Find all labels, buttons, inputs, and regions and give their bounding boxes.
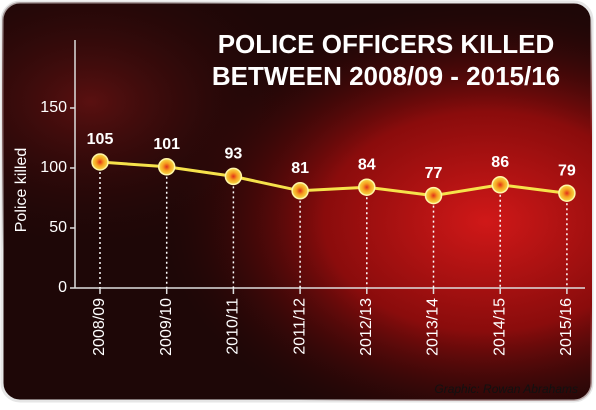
data-label: 86 (491, 154, 509, 171)
chart-title: POLICE OFFICERS KILLED (218, 29, 555, 59)
data-point (558, 184, 576, 202)
data-label: 101 (153, 136, 180, 153)
data-point (358, 178, 376, 196)
x-tick-label: 2011/12 (291, 298, 308, 355)
data-label: 105 (87, 131, 114, 148)
x-tick-label: 2009/10 (158, 298, 175, 356)
x-tick-label: 2013/14 (425, 298, 442, 356)
background-glow (2, 2, 592, 401)
y-tick-label: 0 (58, 279, 67, 296)
data-point (91, 153, 109, 171)
data-point (157, 158, 176, 176)
credit: Graphic: Rowan Abrahams (434, 382, 578, 396)
x-tick-label: 2015/16 (558, 298, 575, 356)
y-tick-label: 100 (40, 159, 67, 176)
y-tick-label: 150 (40, 99, 67, 116)
x-tick-label: 2008/09 (91, 298, 108, 356)
x-tick-label: 2010/11 (225, 298, 242, 355)
data-point (291, 182, 309, 200)
data-label: 84 (358, 156, 376, 173)
data-label: 79 (558, 162, 576, 179)
data-point (424, 186, 443, 205)
data-point (491, 176, 509, 194)
y-tick-label: 50 (49, 219, 67, 236)
data-line (99, 160, 568, 198)
chart-title: BETWEEN 2008/09 - 2015/16 (212, 61, 560, 91)
x-tick-label: 2014/15 (491, 298, 508, 356)
data-point (224, 167, 243, 186)
data-label: 93 (225, 146, 243, 163)
y-axis-label: Police killed (13, 148, 30, 232)
data-label: 77 (425, 165, 443, 182)
data-label: 81 (291, 160, 309, 177)
x-tick-label: 2012/13 (358, 298, 375, 356)
